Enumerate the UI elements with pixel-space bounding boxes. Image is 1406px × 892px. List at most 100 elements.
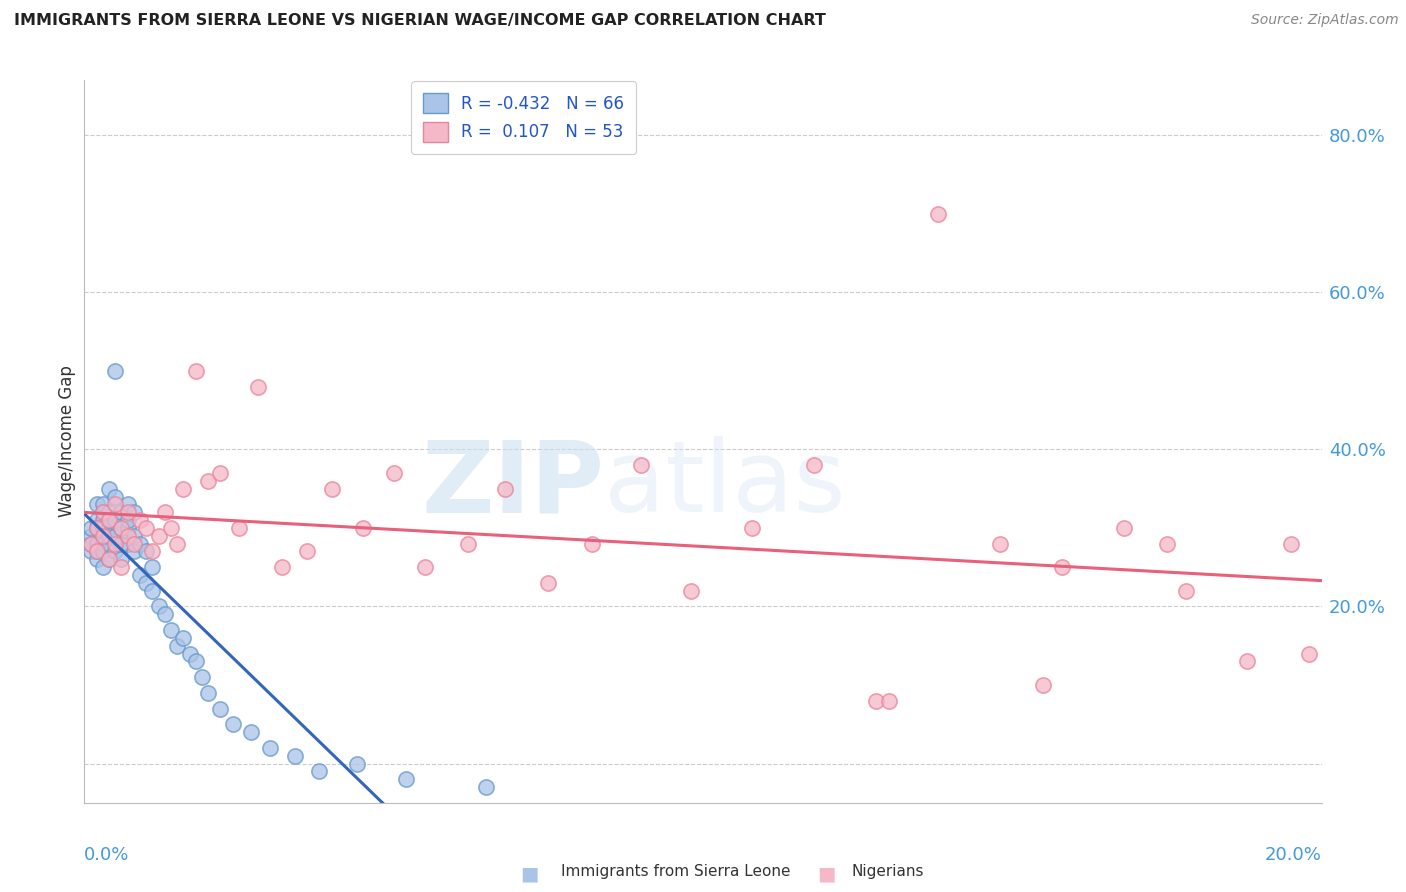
Point <box>86 521 108 535</box>
Point <box>79 536 101 550</box>
Point <box>91 529 114 543</box>
Point <box>321 482 343 496</box>
Point <box>581 536 603 550</box>
Point <box>228 521 250 535</box>
Point <box>927 207 949 221</box>
Point <box>160 521 183 535</box>
Point <box>91 560 114 574</box>
Point <box>86 552 108 566</box>
Point <box>98 552 121 566</box>
Point <box>382 466 405 480</box>
Legend: R = -0.432   N = 66, R =  0.107   N = 53: R = -0.432 N = 66, R = 0.107 N = 53 <box>412 81 636 153</box>
Point <box>110 505 132 519</box>
Point <box>104 364 127 378</box>
Point <box>117 505 139 519</box>
Point <box>630 458 652 472</box>
Point <box>179 647 201 661</box>
Point <box>494 482 516 496</box>
Point <box>1279 536 1302 550</box>
Point <box>122 544 145 558</box>
Point <box>110 560 132 574</box>
Point <box>86 497 108 511</box>
Point <box>122 529 145 543</box>
Point <box>79 529 101 543</box>
Text: ■: ■ <box>520 864 538 883</box>
Point <box>91 536 114 550</box>
Point <box>346 756 368 771</box>
Point <box>160 623 183 637</box>
Point <box>352 521 374 535</box>
Point <box>271 560 294 574</box>
Point <box>122 536 145 550</box>
Y-axis label: Wage/Income Gap: Wage/Income Gap <box>58 366 76 517</box>
Text: ■: ■ <box>817 864 837 883</box>
Point <box>104 497 127 511</box>
Point <box>413 560 436 574</box>
Point <box>86 521 108 535</box>
Point <box>98 536 121 550</box>
Point <box>1236 655 1258 669</box>
Point <box>184 655 207 669</box>
Point <box>1032 678 1054 692</box>
Point <box>110 521 132 535</box>
Point <box>104 529 127 543</box>
Point <box>122 505 145 519</box>
Point <box>148 599 170 614</box>
Text: IMMIGRANTS FROM SIERRA LEONE VS NIGERIAN WAGE/INCOME GAP CORRELATION CHART: IMMIGRANTS FROM SIERRA LEONE VS NIGERIAN… <box>14 13 825 29</box>
Point <box>117 513 139 527</box>
Point <box>457 536 479 550</box>
Point <box>91 497 114 511</box>
Point <box>91 544 114 558</box>
Point <box>222 717 245 731</box>
Point <box>191 670 214 684</box>
Point <box>104 536 127 550</box>
Point <box>284 748 307 763</box>
Point <box>135 544 157 558</box>
Point <box>259 740 281 755</box>
Point <box>79 521 101 535</box>
Point <box>98 513 121 527</box>
Point <box>98 529 121 543</box>
Point <box>129 513 152 527</box>
Point <box>197 686 219 700</box>
Point <box>988 536 1011 550</box>
Point <box>110 521 132 535</box>
Point <box>865 694 887 708</box>
Point <box>209 466 232 480</box>
Point <box>86 544 108 558</box>
Point <box>98 552 121 566</box>
Point <box>91 505 114 519</box>
Point <box>91 521 114 535</box>
Point <box>117 536 139 550</box>
Point <box>148 529 170 543</box>
Point <box>117 521 139 535</box>
Point <box>104 513 127 527</box>
Point <box>172 482 194 496</box>
Text: ZIP: ZIP <box>422 436 605 533</box>
Point <box>308 764 330 779</box>
Point <box>135 575 157 590</box>
Point <box>79 536 101 550</box>
Point <box>209 701 232 715</box>
Point <box>141 560 163 574</box>
Point <box>679 583 702 598</box>
Point <box>98 482 121 496</box>
Point <box>98 521 121 535</box>
Point <box>104 544 127 558</box>
Point <box>741 521 763 535</box>
Point <box>197 474 219 488</box>
Point <box>110 536 132 550</box>
Point <box>110 552 132 566</box>
Point <box>141 583 163 598</box>
Point <box>166 639 188 653</box>
Point <box>240 725 263 739</box>
Point <box>117 497 139 511</box>
Point <box>91 544 114 558</box>
Point <box>1298 647 1320 661</box>
Point <box>1112 521 1135 535</box>
Point <box>91 529 114 543</box>
Text: 0.0%: 0.0% <box>84 847 129 864</box>
Text: 20.0%: 20.0% <box>1265 847 1322 864</box>
Point <box>104 490 127 504</box>
Point <box>91 505 114 519</box>
